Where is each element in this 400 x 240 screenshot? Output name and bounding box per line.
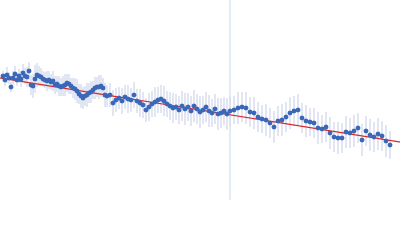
- data-point: [110, 100, 116, 106]
- data-point: [176, 107, 182, 113]
- data-point: [243, 105, 249, 111]
- data-point: [161, 98, 167, 104]
- page: {"chart_data": { "type": "scatter", "xli…: [0, 0, 400, 200]
- data-point: [387, 142, 393, 148]
- data-point: [371, 134, 377, 140]
- data-point: [203, 104, 209, 110]
- data-point: [363, 128, 369, 134]
- data-point: [259, 116, 265, 122]
- data-point: [209, 110, 215, 116]
- data-point: [50, 78, 56, 84]
- chart: [0, 0, 400, 200]
- data-point: [315, 125, 321, 131]
- data-point: [383, 138, 389, 144]
- data-point: [140, 102, 146, 108]
- data-point: [351, 128, 357, 134]
- data-point: [255, 114, 261, 120]
- data-point: [379, 133, 385, 139]
- data-point: [8, 84, 14, 90]
- data-point: [307, 119, 313, 125]
- data-point: [295, 107, 301, 113]
- data-point: [375, 131, 381, 137]
- data-point: [331, 134, 337, 140]
- data-point: [194, 106, 200, 112]
- data-point: [12, 71, 18, 77]
- data-point: [267, 120, 273, 126]
- data-point: [10, 75, 16, 81]
- data-point: [188, 108, 194, 114]
- data-point: [200, 107, 206, 113]
- data-point: [143, 107, 149, 113]
- data-point: [247, 109, 253, 115]
- data-point: [100, 85, 106, 91]
- data-point: [367, 132, 373, 138]
- data-point: [335, 135, 341, 141]
- data-point: [235, 105, 241, 111]
- data-point: [303, 118, 309, 124]
- data-point: [343, 129, 349, 135]
- data-point: [173, 104, 179, 110]
- data-point: [287, 110, 293, 116]
- data-point: [323, 124, 329, 130]
- data-point: [116, 95, 122, 101]
- data-point: [339, 135, 345, 141]
- data-point: [347, 130, 353, 136]
- data-point: [359, 137, 365, 143]
- data-point: [263, 117, 269, 123]
- data-point: [224, 111, 230, 117]
- data-point: [24, 74, 30, 80]
- data-point: [30, 83, 36, 89]
- data-point: [146, 104, 152, 110]
- data-point: [6, 75, 12, 81]
- data-point: [128, 97, 134, 103]
- data-point: [18, 76, 24, 82]
- data-point: [185, 104, 191, 110]
- data-point: [283, 114, 289, 120]
- data-point: [179, 103, 185, 109]
- data-point: [26, 68, 32, 74]
- data-point: [212, 106, 218, 112]
- data-point: [319, 126, 325, 132]
- data-point: [311, 120, 317, 126]
- data-point: [0, 73, 6, 79]
- data-point: [271, 124, 277, 130]
- data-point: [107, 92, 113, 98]
- data-point: [355, 125, 361, 131]
- data-point: [299, 115, 305, 121]
- data-point: [131, 92, 137, 98]
- data-point: [239, 104, 245, 110]
- data-point: [227, 108, 233, 114]
- data-point: [32, 76, 38, 82]
- data-point: [231, 107, 237, 113]
- data-point: [14, 77, 20, 83]
- data-point: [275, 118, 281, 124]
- data-point: [279, 117, 285, 123]
- data-point: [2, 77, 8, 83]
- data-point: [191, 103, 197, 109]
- data-point: [327, 130, 333, 136]
- data-point: [251, 110, 257, 116]
- data-point: [291, 108, 297, 114]
- data-point: [221, 108, 227, 114]
- data-point: [119, 98, 125, 104]
